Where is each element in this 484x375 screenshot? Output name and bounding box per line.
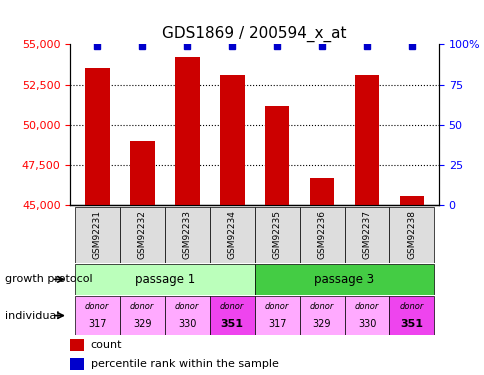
Text: 351: 351 <box>400 319 423 329</box>
Text: individual: individual <box>5 310 59 321</box>
Text: donor: donor <box>354 302 378 311</box>
Bar <box>219 75 244 206</box>
FancyBboxPatch shape <box>389 296 434 335</box>
FancyBboxPatch shape <box>209 207 254 263</box>
Bar <box>264 105 289 206</box>
FancyBboxPatch shape <box>254 264 434 295</box>
FancyBboxPatch shape <box>299 207 344 263</box>
Text: growth protocol: growth protocol <box>5 274 92 284</box>
Text: GSM92232: GSM92232 <box>137 210 147 259</box>
FancyBboxPatch shape <box>254 207 299 263</box>
Text: donor: donor <box>399 302 424 311</box>
FancyBboxPatch shape <box>344 296 389 335</box>
Bar <box>399 196 424 206</box>
FancyBboxPatch shape <box>165 207 209 263</box>
FancyBboxPatch shape <box>389 207 434 263</box>
Bar <box>309 178 334 206</box>
Text: 329: 329 <box>312 319 331 329</box>
FancyBboxPatch shape <box>344 207 389 263</box>
Text: 330: 330 <box>178 319 196 329</box>
Text: GSM92237: GSM92237 <box>362 210 371 259</box>
FancyBboxPatch shape <box>165 296 209 335</box>
Bar <box>354 75 378 206</box>
Text: percentile rank within the sample: percentile rank within the sample <box>91 359 278 369</box>
FancyBboxPatch shape <box>254 296 299 335</box>
Bar <box>70 358 84 370</box>
Text: 317: 317 <box>267 319 286 329</box>
Text: GSM92233: GSM92233 <box>182 210 191 259</box>
Text: 329: 329 <box>133 319 151 329</box>
Text: 317: 317 <box>88 319 106 329</box>
Bar <box>85 68 109 206</box>
FancyBboxPatch shape <box>120 207 165 263</box>
FancyBboxPatch shape <box>75 264 254 295</box>
Text: 330: 330 <box>357 319 376 329</box>
Text: passage 1: passage 1 <box>135 273 195 286</box>
Text: count: count <box>91 340 122 350</box>
Text: GSM92236: GSM92236 <box>317 210 326 259</box>
Text: donor: donor <box>175 302 199 311</box>
Text: donor: donor <box>85 302 109 311</box>
FancyBboxPatch shape <box>120 296 165 335</box>
Text: donor: donor <box>130 302 154 311</box>
FancyBboxPatch shape <box>75 207 120 263</box>
Bar <box>130 141 154 206</box>
FancyBboxPatch shape <box>299 296 344 335</box>
Bar <box>70 339 84 351</box>
Text: donor: donor <box>264 302 288 311</box>
Text: GSM92238: GSM92238 <box>407 210 416 259</box>
Bar <box>174 57 199 206</box>
Text: 351: 351 <box>220 319 243 329</box>
Text: GSM92235: GSM92235 <box>272 210 281 259</box>
Text: donor: donor <box>220 302 244 311</box>
FancyBboxPatch shape <box>209 296 254 335</box>
FancyBboxPatch shape <box>75 296 120 335</box>
Title: GDS1869 / 200594_x_at: GDS1869 / 200594_x_at <box>162 25 346 42</box>
Text: GSM92231: GSM92231 <box>92 210 102 259</box>
Text: donor: donor <box>309 302 333 311</box>
Text: GSM92234: GSM92234 <box>227 210 236 259</box>
Text: passage 3: passage 3 <box>314 273 374 286</box>
